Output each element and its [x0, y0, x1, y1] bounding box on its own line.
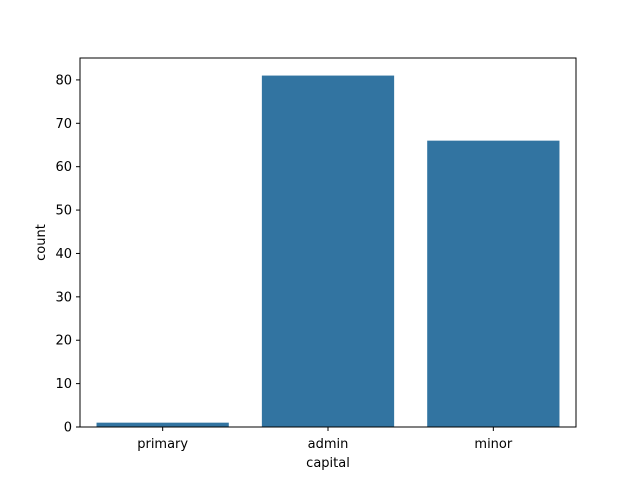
- x-axis-ticks: primary admin minor: [137, 427, 513, 452]
- y-tick-label: 0: [64, 421, 72, 436]
- y-axis-ticks: 0 10 20 30 40 50 60 70 80: [55, 73, 80, 436]
- y-tick-label: 40: [55, 247, 72, 262]
- y-tick-label: 50: [55, 204, 72, 219]
- x-axis-label: capital: [306, 456, 350, 471]
- x-tick-label: minor: [474, 437, 512, 452]
- bar-primary: [96, 422, 229, 427]
- bars-group: [96, 75, 560, 427]
- y-tick-label: 70: [55, 117, 72, 132]
- y-axis-label: count: [34, 224, 49, 261]
- x-tick-label: admin: [308, 437, 349, 452]
- bar-admin: [261, 75, 395, 427]
- y-tick-label: 20: [55, 334, 72, 349]
- y-tick-label: 30: [55, 290, 72, 305]
- bar-minor: [427, 140, 560, 427]
- y-tick-label: 60: [55, 160, 72, 175]
- y-tick-label: 10: [55, 377, 72, 392]
- plot-frame: [79, 57, 577, 428]
- x-tick-label: primary: [137, 437, 188, 452]
- y-tick-label: 80: [55, 73, 72, 88]
